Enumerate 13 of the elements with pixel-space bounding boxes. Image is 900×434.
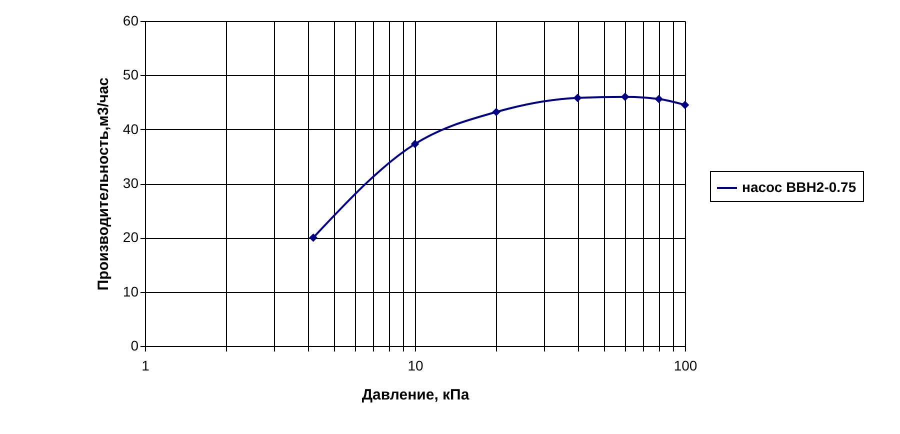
- y-tick-label: 0: [130, 338, 139, 354]
- y-tick-label: 30: [122, 175, 139, 191]
- y-axis-title: Производительность,м3/час: [94, 77, 112, 291]
- x-tick-label: 100: [674, 358, 698, 374]
- x-tick-label: 1: [142, 358, 150, 374]
- y-tick-label: 10: [122, 283, 139, 300]
- y-tick-label: 20: [122, 229, 139, 246]
- legend-label: насос ВВН2-0.75: [742, 179, 856, 195]
- x-tick-label: 10: [408, 358, 424, 374]
- y-tick-label: 60: [122, 12, 139, 28]
- x-axis-title: Давление, кПа: [362, 386, 470, 404]
- y-tick-label: 40: [122, 120, 139, 137]
- y-tick-label: 50: [122, 66, 139, 83]
